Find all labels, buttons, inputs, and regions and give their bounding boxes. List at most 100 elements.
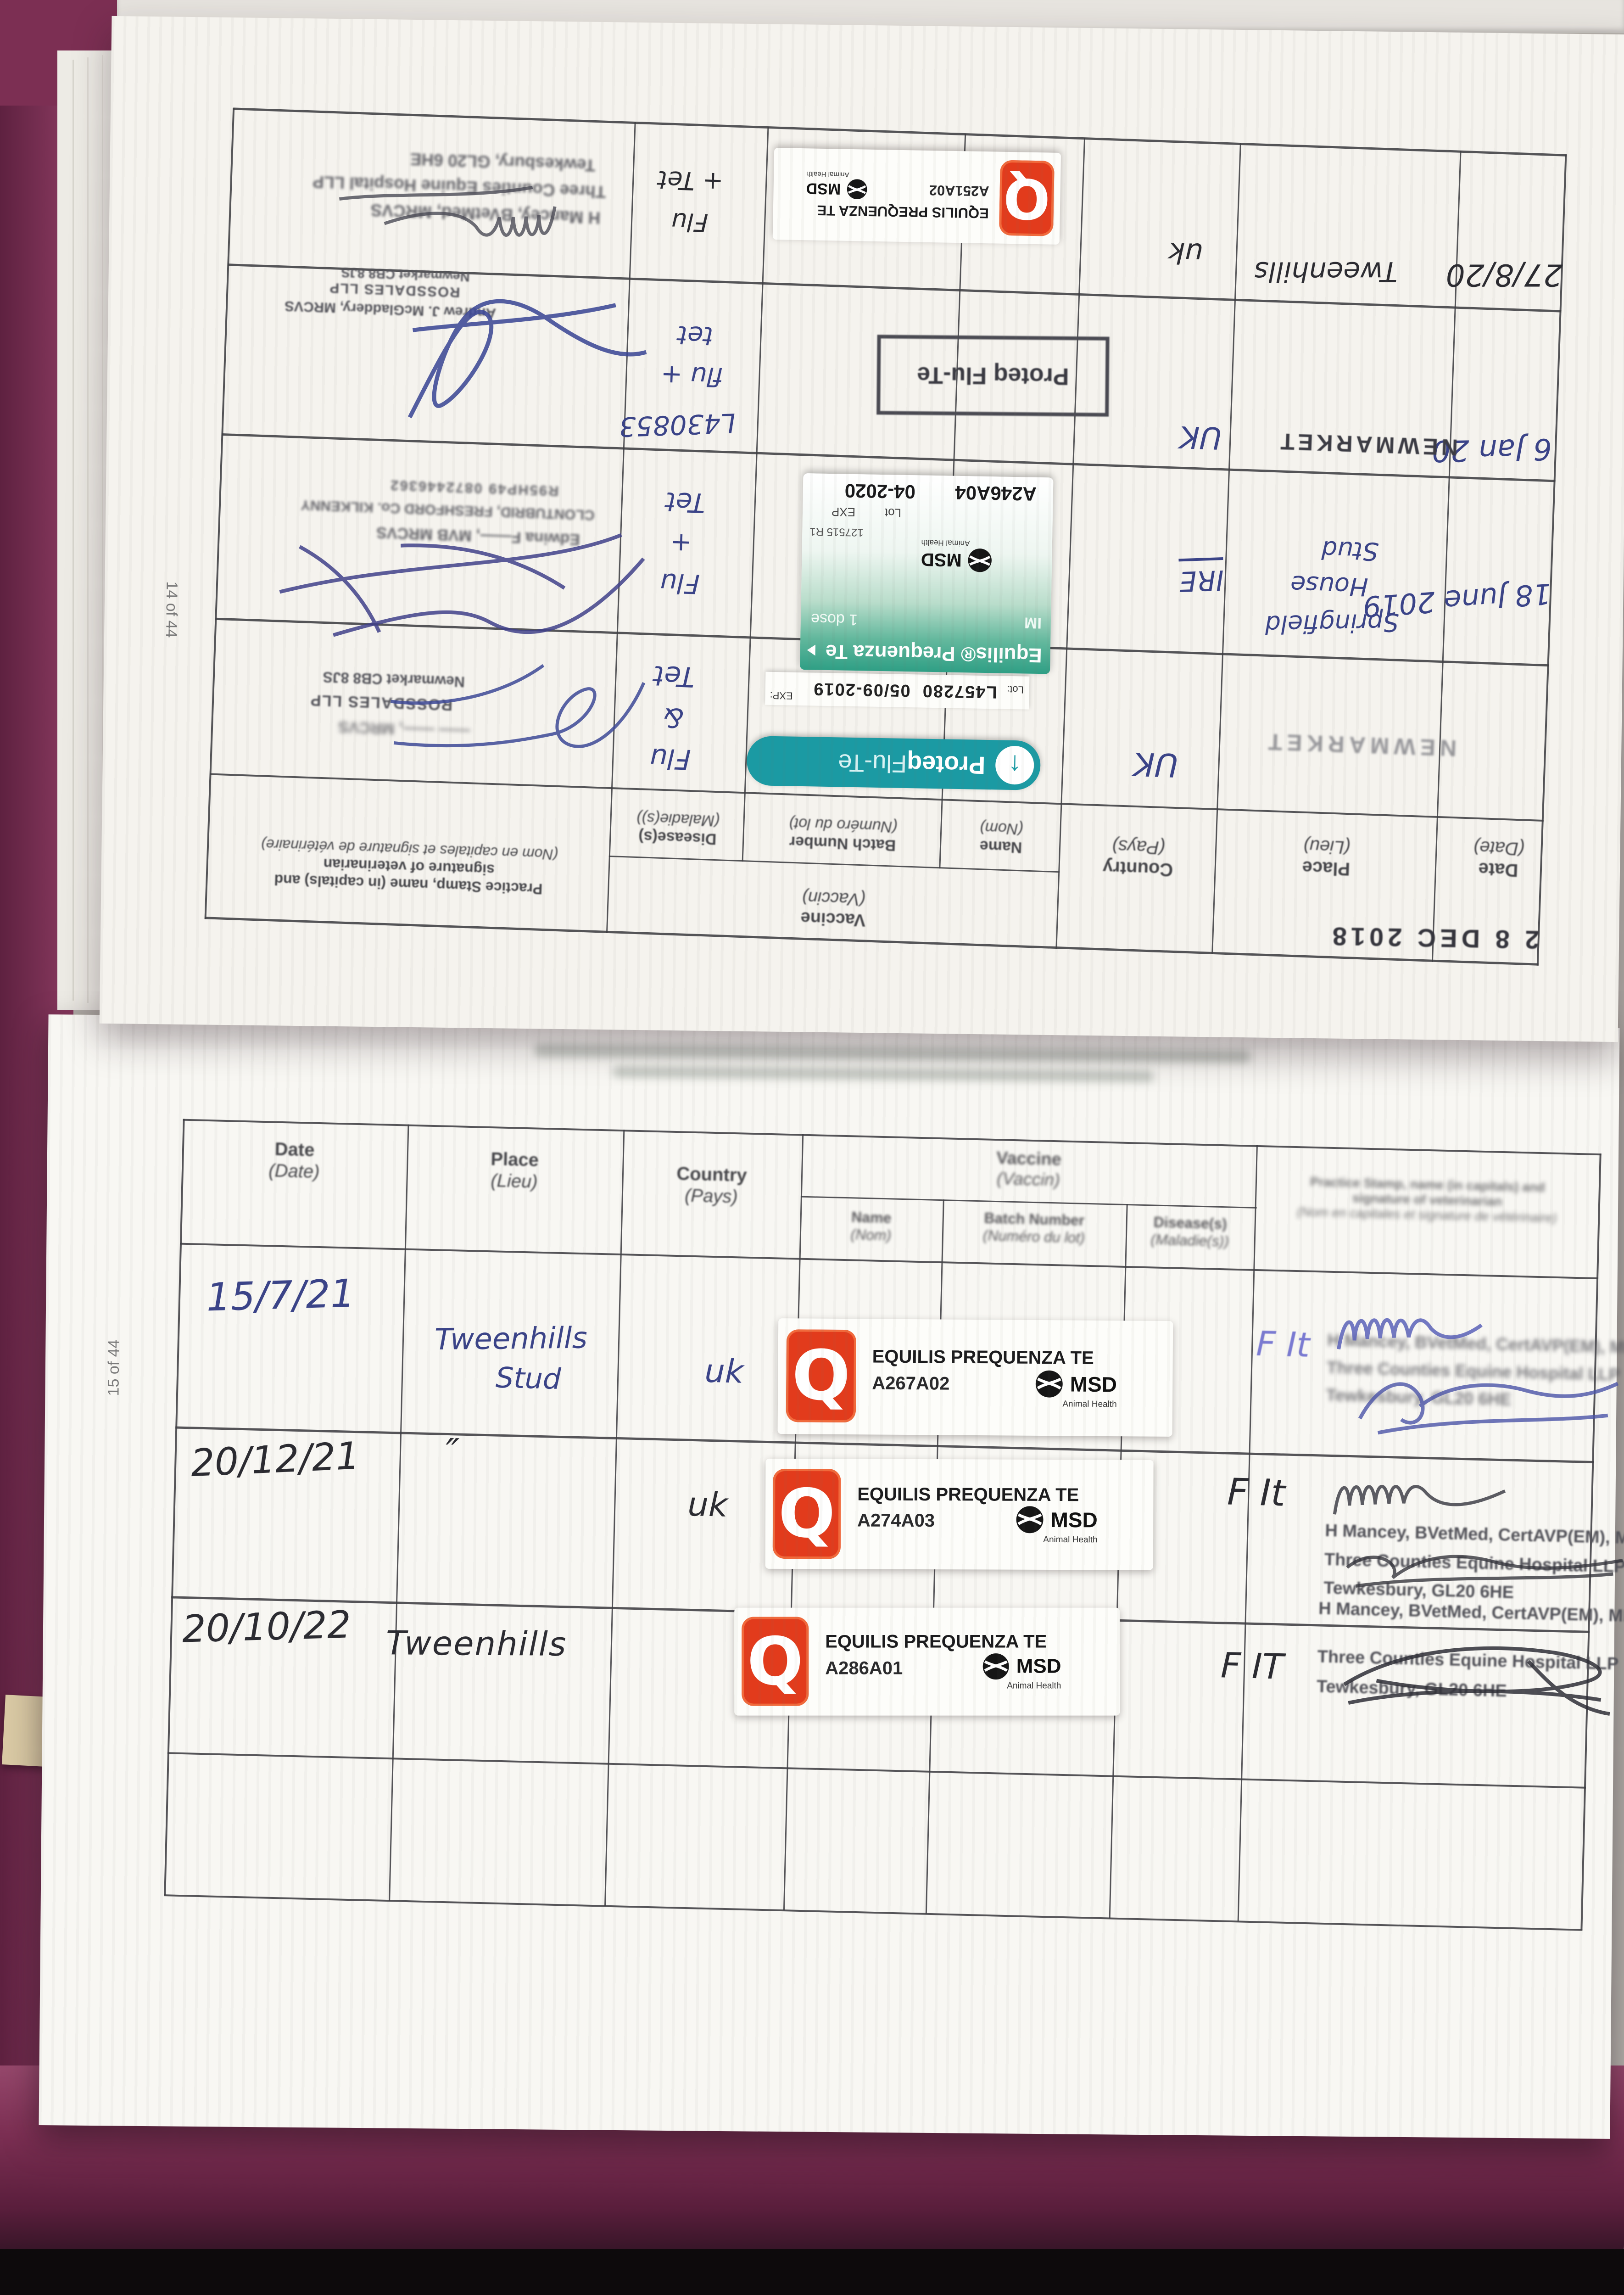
msd-subtext: Animal Health bbox=[1043, 1534, 1098, 1545]
header-place-en: Place bbox=[490, 1149, 539, 1170]
header-place: Place (Lieu) bbox=[1216, 832, 1437, 883]
table-line bbox=[604, 1130, 625, 1906]
entry-place-ditto: ″ bbox=[445, 1430, 460, 1474]
equilis-sticker: Equilis® Prequenza Te IM 1 dose MSD Anim… bbox=[800, 473, 1054, 674]
practice-stamp-line1: —— ——, MRCVS bbox=[338, 718, 470, 740]
table-line bbox=[164, 1894, 1583, 1931]
entry-disease-line1: Flu bbox=[659, 567, 700, 600]
header-vaccine-en: Vaccine bbox=[996, 1148, 1062, 1170]
entry-place-stamp: NEWMARKET bbox=[1263, 728, 1457, 761]
entry-date: 15/7/21 bbox=[206, 1271, 356, 1320]
msd-logo: MSD Animal Health bbox=[982, 1653, 1061, 1691]
header-place: Place (Lieu) bbox=[406, 1147, 623, 1195]
header-batch-fr: (Numéro du lot) bbox=[982, 1227, 1085, 1246]
practice-stamp-line1: H Mancey, BVetMed, MRCVS bbox=[370, 200, 601, 228]
header-date-en: Date bbox=[1478, 859, 1519, 881]
top-page: Date (Date) Place (Lieu) Country (Pays) … bbox=[99, 16, 1624, 1042]
practice-stamp-line2: ROSSDALES LLP bbox=[309, 691, 453, 714]
entry-place-line1: Springfield bbox=[1265, 608, 1400, 639]
practice-stamp-line1: H Mancey, BVetMed, CertAVP(EM), MRCVS bbox=[1318, 1599, 1624, 1627]
sticker-batch: A274A03 bbox=[857, 1510, 935, 1531]
entry-country: UK bbox=[1179, 419, 1222, 456]
sticker-product-name: EQUILIS PREQUENZA TE bbox=[857, 1484, 1079, 1506]
practice-stamp-line3: Tewkesbury, GL20 6HE bbox=[1316, 1677, 1507, 1701]
sticker-batch: A286A01 bbox=[825, 1658, 903, 1679]
bottom-page: 15 of 44 Date (Date) Place bbox=[39, 1014, 1624, 2139]
entry-disease: F It bbox=[1227, 1470, 1286, 1515]
bottom-page-number: 15 of 44 bbox=[105, 1339, 123, 1396]
header-country: Country (Pays) bbox=[1060, 833, 1217, 882]
practice-stamp-line1: Andrew J. McGladdery, MRCVS bbox=[284, 298, 497, 322]
header-country-en: Country bbox=[1102, 857, 1173, 880]
entry-disease-line1: flu + bbox=[660, 359, 724, 392]
header-disease-en: Disease(s) bbox=[638, 828, 717, 848]
entry-place-line2: House bbox=[1290, 570, 1369, 602]
entry-date: 27/8/20 bbox=[1445, 257, 1563, 293]
proteq-box-text: Proteq Flu-Te bbox=[916, 362, 1069, 390]
q-logo-letter: Q bbox=[778, 1474, 836, 1553]
practice-stamp-line2: Three Counties Equine Hospital LLP bbox=[1317, 1647, 1619, 1674]
lot-expiry: 05/09-2019 bbox=[813, 679, 911, 700]
instruction-smudge bbox=[534, 1044, 1251, 1063]
table-line bbox=[1237, 1145, 1258, 1922]
entry-date: 20/12/21 bbox=[190, 1434, 361, 1486]
table-line bbox=[389, 1124, 409, 1901]
entry-disease-line1: Flu bbox=[649, 741, 692, 776]
entry-disease-line2: tet bbox=[677, 319, 714, 351]
msd-subtext: Animal Health bbox=[806, 170, 849, 179]
table-line bbox=[204, 108, 235, 919]
msd-text: MSD bbox=[806, 179, 841, 198]
entry-disease-line2: & bbox=[663, 701, 685, 734]
header-stamp-line1: Practice Stamp, name (in capitals) and bbox=[1310, 1174, 1546, 1195]
practice-stamp-line3: R95HP49 0872446362 bbox=[389, 477, 559, 499]
equilis-lot-label: Lot bbox=[884, 506, 902, 520]
equilis-batch: A246A04 bbox=[954, 481, 1037, 505]
header-place-en: Place bbox=[1301, 857, 1351, 879]
entry-disease: F IT bbox=[1220, 1645, 1284, 1687]
lot-number: L457280 bbox=[921, 681, 998, 702]
q-logo: Q bbox=[999, 160, 1055, 236]
msd-logo: MSD Animal Health bbox=[1035, 1370, 1117, 1410]
header-place-fr: (Lieu) bbox=[490, 1170, 538, 1192]
header-practice-stamp: Practice Stamp, name (in capitals) and s… bbox=[1255, 1173, 1600, 1226]
header-name-fr: (Nom) bbox=[979, 819, 1024, 838]
equilis-im: IM bbox=[1024, 614, 1042, 632]
msd-subtext: Animal Health bbox=[921, 538, 970, 548]
proteq-name: ProteqFlu-Te bbox=[838, 748, 986, 779]
bottom-table: Date (Date) Place (Lieu) Country (Pays) … bbox=[164, 1119, 1624, 1934]
header-batch: Batch Number (Numéro du lot) bbox=[942, 1209, 1127, 1248]
q-logo-letter: Q bbox=[747, 1623, 804, 1700]
table-line bbox=[800, 1196, 1257, 1209]
q-logo: Q bbox=[786, 1329, 857, 1423]
practice-stamp-line1: Edwina F——, MVB MRCVS bbox=[376, 523, 580, 549]
top-table: Date (Date) Place (Lieu) Country (Pays) … bbox=[204, 94, 1567, 966]
entry-disease-line3: Tet bbox=[653, 659, 695, 693]
entry-date: 20/10/22 bbox=[181, 1603, 352, 1651]
header-batch-en: Batch Number bbox=[984, 1209, 1085, 1229]
msd-text: MSD bbox=[1070, 1372, 1117, 1397]
entry-country: UK bbox=[704, 1352, 744, 1391]
table-line bbox=[233, 107, 1567, 157]
entry-place: Tweenhills bbox=[1254, 255, 1398, 288]
lot-label: Lot: bbox=[1006, 683, 1024, 696]
sticker-batch: A251A02 bbox=[929, 182, 989, 200]
vaccine-sticker: Q EQUILIS PREQUENZA TE A267A02 MSD Anima… bbox=[777, 1318, 1173, 1437]
proteq-arrow-glyph: ↑ bbox=[1008, 750, 1022, 780]
practice-stamp-line1: H Mancey, BVetMed, CertAVP(EM), MRCVS bbox=[1327, 1330, 1624, 1358]
msd-ball-icon bbox=[1016, 1506, 1044, 1534]
proteq-arrow-icon: ↑ bbox=[995, 745, 1034, 785]
q-logo: Q bbox=[742, 1617, 809, 1706]
msd-ball-icon bbox=[1035, 1370, 1063, 1398]
proteq-box-stamp: Proteq Flu-Te bbox=[876, 335, 1110, 417]
header-batch: Batch Number (Numéro du lot) bbox=[744, 812, 943, 856]
entry-place: Tweenhills bbox=[434, 1321, 588, 1357]
msd-ball-icon bbox=[968, 549, 992, 572]
practice-stamp-line3: Tewkesbury, GL20 6HE bbox=[1323, 1578, 1514, 1602]
header-date: Date (Date) bbox=[1434, 834, 1563, 882]
entry-disease: F It bbox=[1256, 1324, 1311, 1365]
header-name: Name (Nom) bbox=[799, 1208, 943, 1246]
practice-stamp-line2: Three Counties Equine Hospital LLP bbox=[1326, 1358, 1620, 1384]
proteq-name-light: Flu-Te bbox=[837, 749, 907, 778]
exp-label: EXP: bbox=[770, 689, 793, 702]
